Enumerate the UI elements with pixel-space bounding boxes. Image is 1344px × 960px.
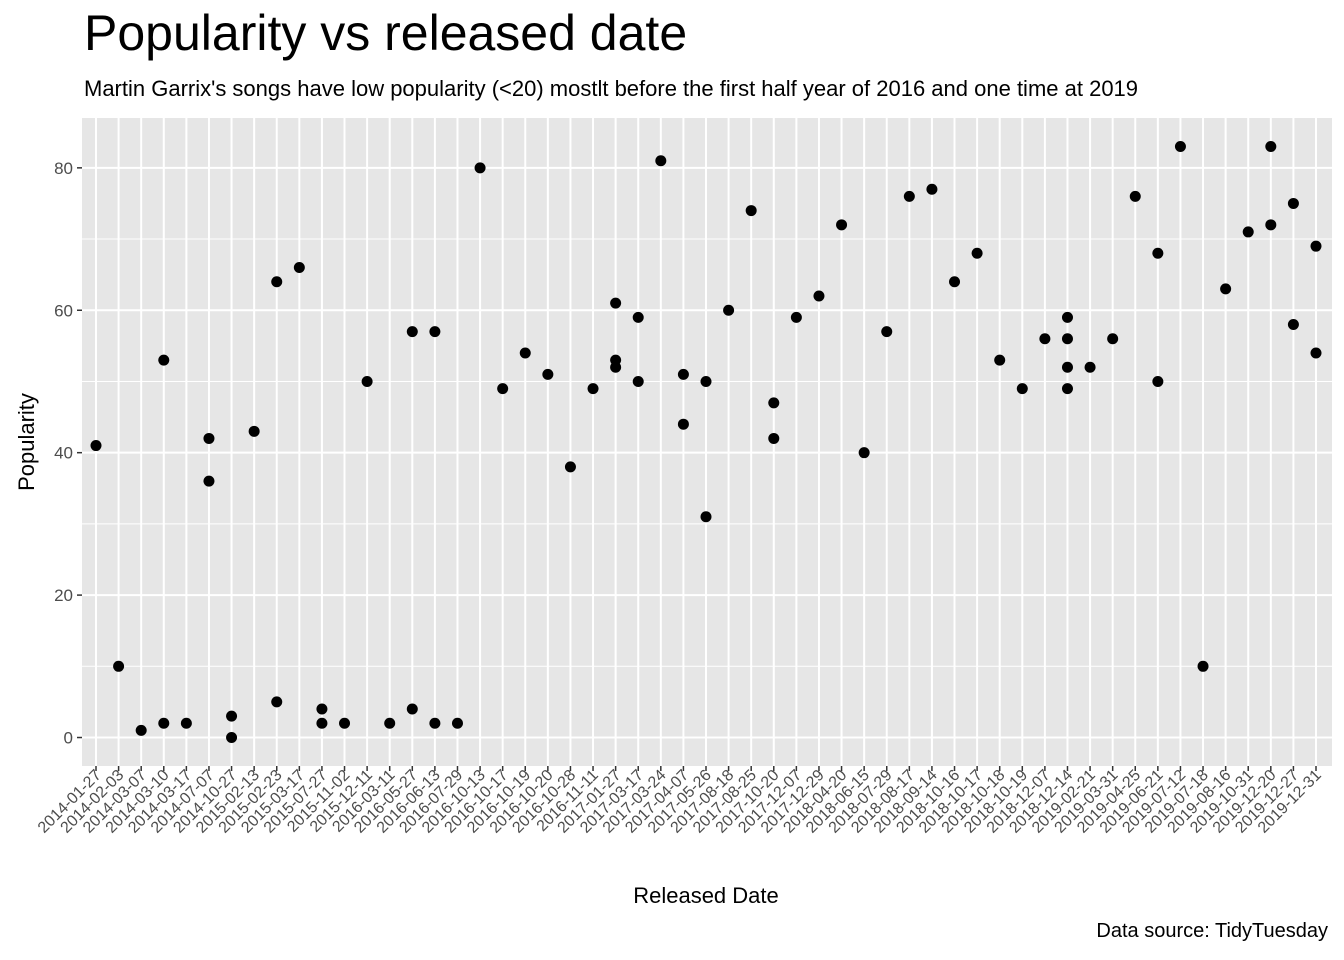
data-point <box>790 311 802 323</box>
data-point <box>1016 383 1028 395</box>
data-point <box>926 183 938 195</box>
data-point <box>158 717 170 729</box>
data-point <box>497 383 509 395</box>
data-point <box>135 724 147 736</box>
data-point <box>1061 311 1073 323</box>
data-point <box>384 717 396 729</box>
data-point <box>1061 361 1073 373</box>
data-point <box>655 155 667 167</box>
data-point <box>1220 283 1232 295</box>
data-point <box>180 717 192 729</box>
data-point <box>587 383 599 395</box>
data-point <box>610 361 622 373</box>
data-point <box>361 375 373 387</box>
data-point <box>519 347 531 359</box>
x-axis: 2014-01-272014-02-032014-03-072014-03-10… <box>35 766 1325 837</box>
data-point <box>203 475 215 487</box>
data-point <box>406 326 418 338</box>
data-point <box>949 276 961 288</box>
x-axis-label: Released Date <box>633 883 779 908</box>
data-point <box>271 276 283 288</box>
y-axis: 0 20 40 60 80 <box>54 159 82 748</box>
data-point <box>836 219 848 231</box>
data-point <box>1287 197 1299 209</box>
data-point <box>813 290 825 302</box>
data-point <box>768 397 780 409</box>
data-point <box>1061 333 1073 345</box>
data-point <box>226 710 238 722</box>
data-point <box>610 297 622 309</box>
data-point <box>1287 319 1299 331</box>
data-point <box>745 205 757 217</box>
data-point <box>1310 240 1322 252</box>
data-point <box>1197 660 1209 672</box>
data-point <box>542 368 554 380</box>
data-point <box>203 432 215 444</box>
data-point <box>723 304 735 316</box>
data-point <box>700 511 712 523</box>
y-tick-label: 20 <box>54 586 73 605</box>
chart-caption: Data source: TidyTuesday <box>1096 920 1328 942</box>
data-point <box>474 162 486 174</box>
data-point <box>316 703 328 715</box>
data-point <box>1242 226 1254 238</box>
data-point <box>1152 375 1164 387</box>
data-point <box>429 326 441 338</box>
data-point <box>451 717 463 729</box>
y-axis-label: Popularity <box>14 393 39 491</box>
data-point <box>971 247 983 259</box>
data-point <box>406 703 418 715</box>
major-gridlines <box>82 118 1332 766</box>
data-point <box>632 311 644 323</box>
y-tick-label: 60 <box>54 301 73 320</box>
data-point <box>1310 347 1322 359</box>
data-point <box>316 717 328 729</box>
data-point <box>226 732 238 744</box>
y-tick-label: 80 <box>54 159 73 178</box>
data-point <box>339 717 351 729</box>
data-point <box>700 375 712 387</box>
data-point <box>1039 333 1051 345</box>
data-point <box>1084 361 1096 373</box>
data-point <box>1265 219 1277 231</box>
y-tick-label: 40 <box>54 444 73 463</box>
chart-title: Popularity vs released date <box>84 5 688 61</box>
data-point <box>248 425 260 437</box>
data-point <box>113 660 125 672</box>
data-point <box>632 375 644 387</box>
chart-subtitle: Martin Garrix's songs have low popularit… <box>84 76 1139 101</box>
y-tick-label: 0 <box>64 729 73 748</box>
data-point <box>429 717 441 729</box>
data-point <box>1152 247 1164 259</box>
data-points <box>90 140 1322 744</box>
data-point <box>1061 383 1073 395</box>
data-point <box>1265 140 1277 152</box>
data-point <box>158 354 170 366</box>
data-point <box>293 262 305 274</box>
data-point <box>677 368 689 380</box>
data-point <box>1107 333 1119 345</box>
data-point <box>994 354 1006 366</box>
data-point <box>1174 140 1186 152</box>
data-point <box>903 190 915 202</box>
data-point <box>564 461 576 473</box>
data-point <box>768 432 780 444</box>
data-point <box>677 418 689 430</box>
data-point <box>858 447 870 459</box>
data-point <box>271 696 283 708</box>
data-point <box>1129 190 1141 202</box>
data-point <box>881 326 893 338</box>
data-point <box>90 440 102 452</box>
